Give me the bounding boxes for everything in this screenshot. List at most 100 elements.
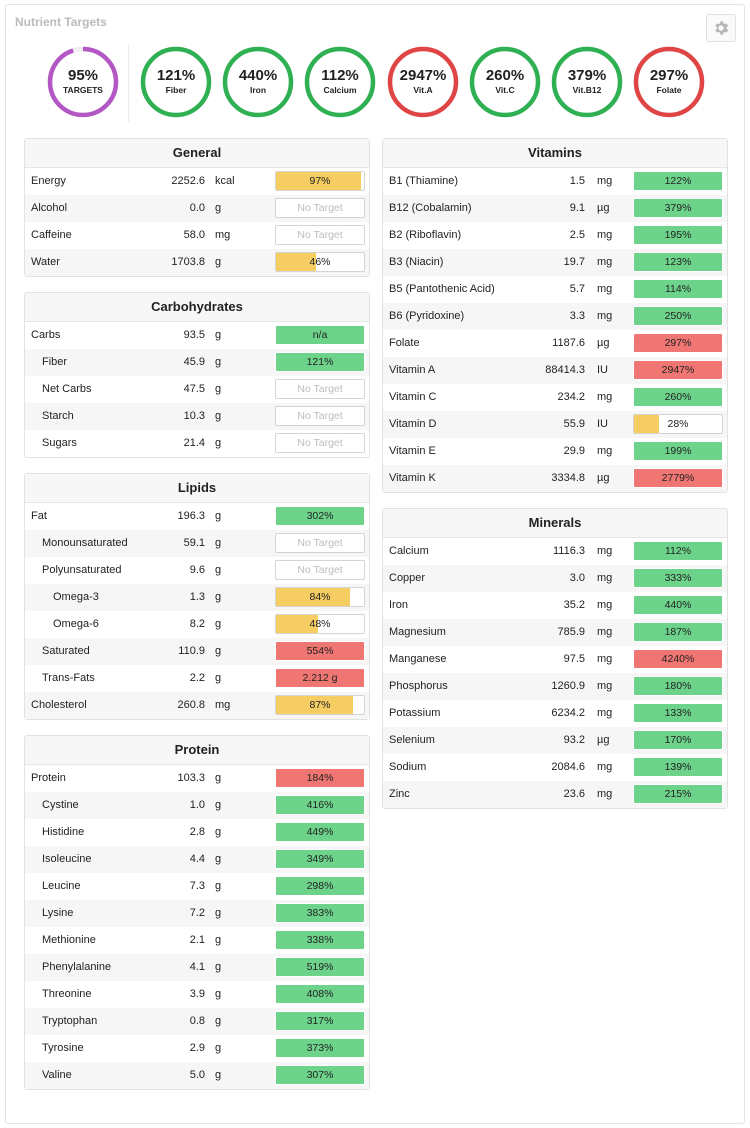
nutrient-row[interactable]: Leucine 7.3 g 298% [25, 873, 369, 900]
ring-graphic [304, 46, 376, 118]
nutrient-row[interactable]: Copper 3.0 mg 333% [383, 565, 727, 592]
nutrient-row[interactable]: Vitamin A 88414.3 IU 2947% [383, 357, 727, 384]
nutrient-row[interactable]: Vitamin K 3334.8 µg 2779% [383, 465, 727, 492]
nutrient-row[interactable]: B2 (Riboflavin) 2.5 mg 195% [383, 222, 727, 249]
vitamins-panel: Vitamins B1 (Thiamine) 1.5 mg 122% B12 (Coba… [382, 138, 728, 493]
nutrient-row[interactable]: Tyrosine 2.9 g 373% [25, 1035, 369, 1062]
nutrient-row[interactable]: Sodium 2084.6 mg 139% [383, 754, 727, 781]
progress-label: No Target [297, 383, 343, 395]
ring-progress [47, 46, 119, 118]
nutrient-row[interactable]: Energy 2252.6 kcal 97% [25, 168, 369, 195]
nutrient-row[interactable]: Magnesium 785.9 mg 187% [383, 619, 727, 646]
progress-fill [276, 696, 353, 714]
nutrient-amount: 3.9 [189, 988, 205, 1000]
nutrient-row[interactable]: Histidine 2.8 g 449% [25, 819, 369, 846]
ring-calcium[interactable]: 112% Calcium [304, 46, 376, 118]
nutrient-row[interactable]: Vitamin C 234.2 mg 260% [383, 384, 727, 411]
nutrient-row[interactable]: Water 1703.8 g 46% [25, 249, 369, 276]
nutrient-row[interactable]: Sugars 21.4 g No Target [25, 430, 369, 457]
progress-fill [634, 785, 722, 803]
nutrient-unit: g [215, 383, 222, 395]
nutrient-row[interactable]: Cholesterol 260.8 mg 87% [25, 692, 369, 719]
nutrient-row[interactable]: Vitamin D 55.9 IU 28% [383, 411, 727, 438]
nutrient-row[interactable]: Phenylalanine 4.1 g 519% [25, 954, 369, 981]
nutrient-row[interactable]: Polyunsaturated 9.6 g No Target [25, 557, 369, 584]
nutrient-row[interactable]: Starch 10.3 g No Target [25, 403, 369, 430]
ring-targets[interactable]: 95% TARGETS [47, 46, 119, 118]
nutrient-row[interactable]: Omega-6 8.2 g 48% [25, 611, 369, 638]
nutrient-name: Copper [389, 572, 426, 584]
nutrient-name: Methionine [42, 934, 96, 946]
nutrient-name: Tryptophan [42, 1015, 98, 1027]
nutrient-row[interactable]: Phosphorus 1260.9 mg 180% [383, 673, 727, 700]
ring-folate[interactable]: 297% Folate [633, 46, 705, 118]
nutrient-row[interactable]: B12 (Cobalamin) 9.1 µg 379% [383, 195, 727, 222]
ring-label: Fiber [165, 85, 187, 95]
nutrient-name: Sodium [389, 761, 427, 773]
progress-label: 4240% [661, 653, 695, 665]
nutrient-row[interactable]: Lysine 7.2 g 383% [25, 900, 369, 927]
nutrient-name: Potassium [389, 707, 441, 719]
nutrient-row[interactable]: Zinc 23.6 mg 215% [383, 781, 727, 808]
nutrient-row[interactable]: Iron 35.2 mg 440% [383, 592, 727, 619]
nutrient-row[interactable]: Vitamin E 29.9 mg 199% [383, 438, 727, 465]
nutrient-row[interactable]: Threonine 3.9 g 408% [25, 981, 369, 1008]
target-progress-bar: 260% [633, 387, 723, 407]
progress-fill [276, 877, 364, 895]
progress-fill [634, 758, 722, 776]
nutrient-unit: µg [597, 472, 610, 484]
nutrient-row[interactable]: Omega-3 1.3 g 84% [25, 584, 369, 611]
minerals-panel-title: Minerals [383, 509, 727, 538]
nutrient-unit: g [215, 537, 222, 549]
nutrient-amount: 59.1 [183, 537, 205, 549]
nutrient-row[interactable]: Methionine 2.1 g 338% [25, 927, 369, 954]
ring-fiber[interactable]: 121% Fiber [140, 46, 212, 118]
nutrient-amount: 785.9 [557, 626, 585, 638]
progress-fill [276, 615, 319, 633]
nutrient-row[interactable]: B6 (Pyridoxine) 3.3 mg 250% [383, 303, 727, 330]
progress-label: 440% [664, 599, 692, 611]
progress-fill [276, 642, 364, 660]
target-progress-bar: No Target [275, 198, 365, 218]
progress-fill [634, 650, 722, 668]
nutrient-row[interactable]: B3 (Niacin) 19.7 mg 123% [383, 249, 727, 276]
nutrient-row[interactable]: Potassium 6234.2 mg 133% [383, 700, 727, 727]
nutrient-row[interactable]: B5 (Pantothenic Acid) 5.7 mg 114% [383, 276, 727, 303]
ring-vit-a[interactable]: 2947% Vit.A [387, 46, 459, 118]
nutrient-amount: 97.5 [563, 653, 585, 665]
nutrient-row[interactable]: Monounsaturated 59.1 g No Target [25, 530, 369, 557]
nutrient-row[interactable]: Valine 5.0 g 307% [25, 1062, 369, 1089]
nutrient-row[interactable]: Net Carbs 47.5 g No Target [25, 376, 369, 403]
nutrient-row[interactable]: Folate 1187.6 µg 297% [383, 330, 727, 357]
nutrient-row[interactable]: Selenium 93.2 µg 170% [383, 727, 727, 754]
nutrient-row[interactable]: Protein 103.3 g 184% [25, 765, 369, 792]
progress-fill [276, 326, 364, 344]
target-progress-bar: 84% [275, 587, 365, 607]
nutrient-row[interactable]: Manganese 97.5 mg 4240% [383, 646, 727, 673]
nutrient-name: Manganese [389, 653, 447, 665]
ring-progress [222, 46, 294, 118]
nutrient-row[interactable]: Carbs 93.5 g n/a [25, 322, 369, 349]
nutrient-row[interactable]: Trans-Fats 2.2 g 2.212 g [25, 665, 369, 692]
progress-label: 122% [664, 175, 692, 187]
ring-graphic [387, 46, 459, 118]
nutrient-row[interactable]: Fat 196.3 g 302% [25, 503, 369, 530]
nutrient-row[interactable]: Alcohol 0.0 g No Target [25, 195, 369, 222]
nutrient-amount: 9.6 [189, 564, 205, 576]
ring-vit-c[interactable]: 260% Vit.C [469, 46, 541, 118]
ring-iron[interactable]: 440% Iron [222, 46, 294, 118]
nutrient-unit: g [215, 256, 222, 268]
settings-button[interactable] [706, 14, 736, 42]
nutrient-row[interactable]: Fiber 45.9 g 121% [25, 349, 369, 376]
nutrient-row[interactable]: Tryptophan 0.8 g 317% [25, 1008, 369, 1035]
nutrient-row[interactable]: Cystine 1.0 g 416% [25, 792, 369, 819]
nutrient-row[interactable]: Isoleucine 4.4 g 349% [25, 846, 369, 873]
nutrient-row[interactable]: Calcium 1116.3 mg 112% [383, 538, 727, 565]
nutrient-row[interactable]: Saturated 110.9 g 554% [25, 638, 369, 665]
nutrient-name: Magnesium [389, 626, 446, 638]
ring-vit-b12[interactable]: 379% Vit.B12 [551, 46, 623, 118]
nutrient-row[interactable]: B1 (Thiamine) 1.5 mg 122% [383, 168, 727, 195]
progress-fill [634, 334, 722, 352]
ring-percent: 2947% [399, 67, 447, 84]
nutrient-row[interactable]: Caffeine 58.0 mg No Target [25, 222, 369, 249]
